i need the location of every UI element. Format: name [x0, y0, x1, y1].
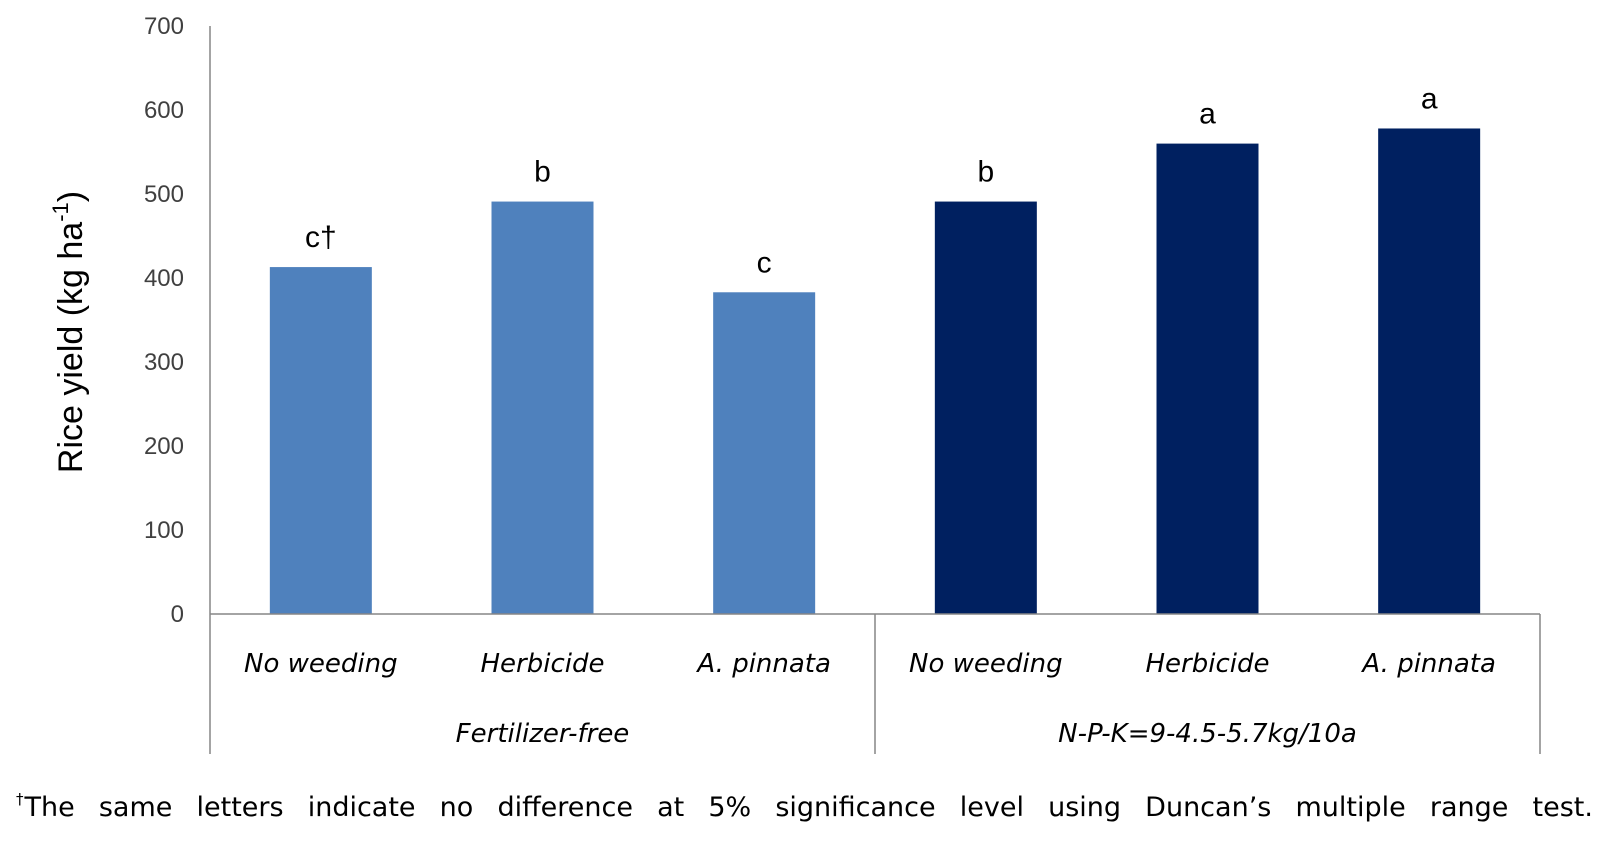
- x-category-label: Herbicide: [1146, 649, 1270, 679]
- footnote-text: The same letters indicate no difference at 5% si…: [25, 792, 1594, 823]
- bar: [491, 201, 594, 614]
- y-tick-label: 600: [144, 97, 184, 124]
- y-axis: 0 100 200 300 400 500 600 700: [144, 13, 211, 628]
- y-tick-label: 300: [144, 349, 184, 376]
- bar: [1378, 128, 1481, 615]
- bar: [713, 292, 816, 614]
- footnote-word: at: [657, 792, 685, 823]
- bar-significance-label: b: [977, 156, 994, 189]
- footnote-word: 5%: [708, 792, 752, 823]
- bar-significance-label: c†: [305, 221, 337, 254]
- y-tick-label: 500: [144, 181, 184, 208]
- y-axis-label: Rice yield (kg ha-1): [48, 191, 90, 473]
- x-category-label: No weeding: [909, 649, 1063, 679]
- footnote: † The same letters indicate no difference at 5%…: [16, 790, 1594, 824]
- y-tick-label: 700: [144, 13, 184, 40]
- y-tick-label: 200: [144, 433, 184, 460]
- footnote-word: same: [98, 792, 173, 823]
- footnote-word: multiple: [1295, 792, 1406, 823]
- footnote-word: significance: [775, 792, 936, 823]
- footnote-word: letters: [196, 792, 284, 823]
- y-tick-label: 400: [144, 265, 184, 292]
- x-category-label: Herbicide: [481, 649, 605, 679]
- bar: [1156, 143, 1259, 614]
- bar: [934, 201, 1037, 614]
- footnote-word: The: [24, 792, 75, 823]
- x-category-label: A. pinnata: [1360, 649, 1496, 679]
- footnote-marker: †: [16, 790, 24, 808]
- bar-significance-label: a: [1199, 98, 1216, 131]
- y-tick-label: 100: [144, 517, 184, 544]
- bar-significance-label: a: [1421, 82, 1438, 115]
- bars: c† b c b a a: [269, 82, 1481, 615]
- footnote-word: level: [959, 792, 1024, 823]
- x-group-label: Fertilizer-free: [456, 719, 630, 749]
- footnote-word: test.: [1532, 792, 1593, 823]
- x-category-label: No weeding: [244, 649, 398, 679]
- footnote-word: Duncan’s: [1145, 792, 1272, 823]
- bar: [269, 267, 372, 614]
- footnote-word: difference: [497, 792, 633, 823]
- x-category-label: A. pinnata: [695, 649, 831, 679]
- y-tick-label: 0: [171, 601, 184, 628]
- footnote-word: no: [439, 792, 474, 823]
- x-group-label: N-P-K=9-4.5-5.7kg/10a: [1058, 719, 1357, 749]
- x-axis: No weeding Herbicide A. pinnata No weeding H…: [209, 613, 1541, 754]
- footnote-word: range: [1429, 792, 1509, 823]
- bar-significance-label: c: [757, 246, 772, 279]
- footnote-word: using: [1048, 792, 1122, 823]
- bar-significance-label: b: [534, 156, 551, 189]
- footnote-word: indicate: [307, 792, 416, 823]
